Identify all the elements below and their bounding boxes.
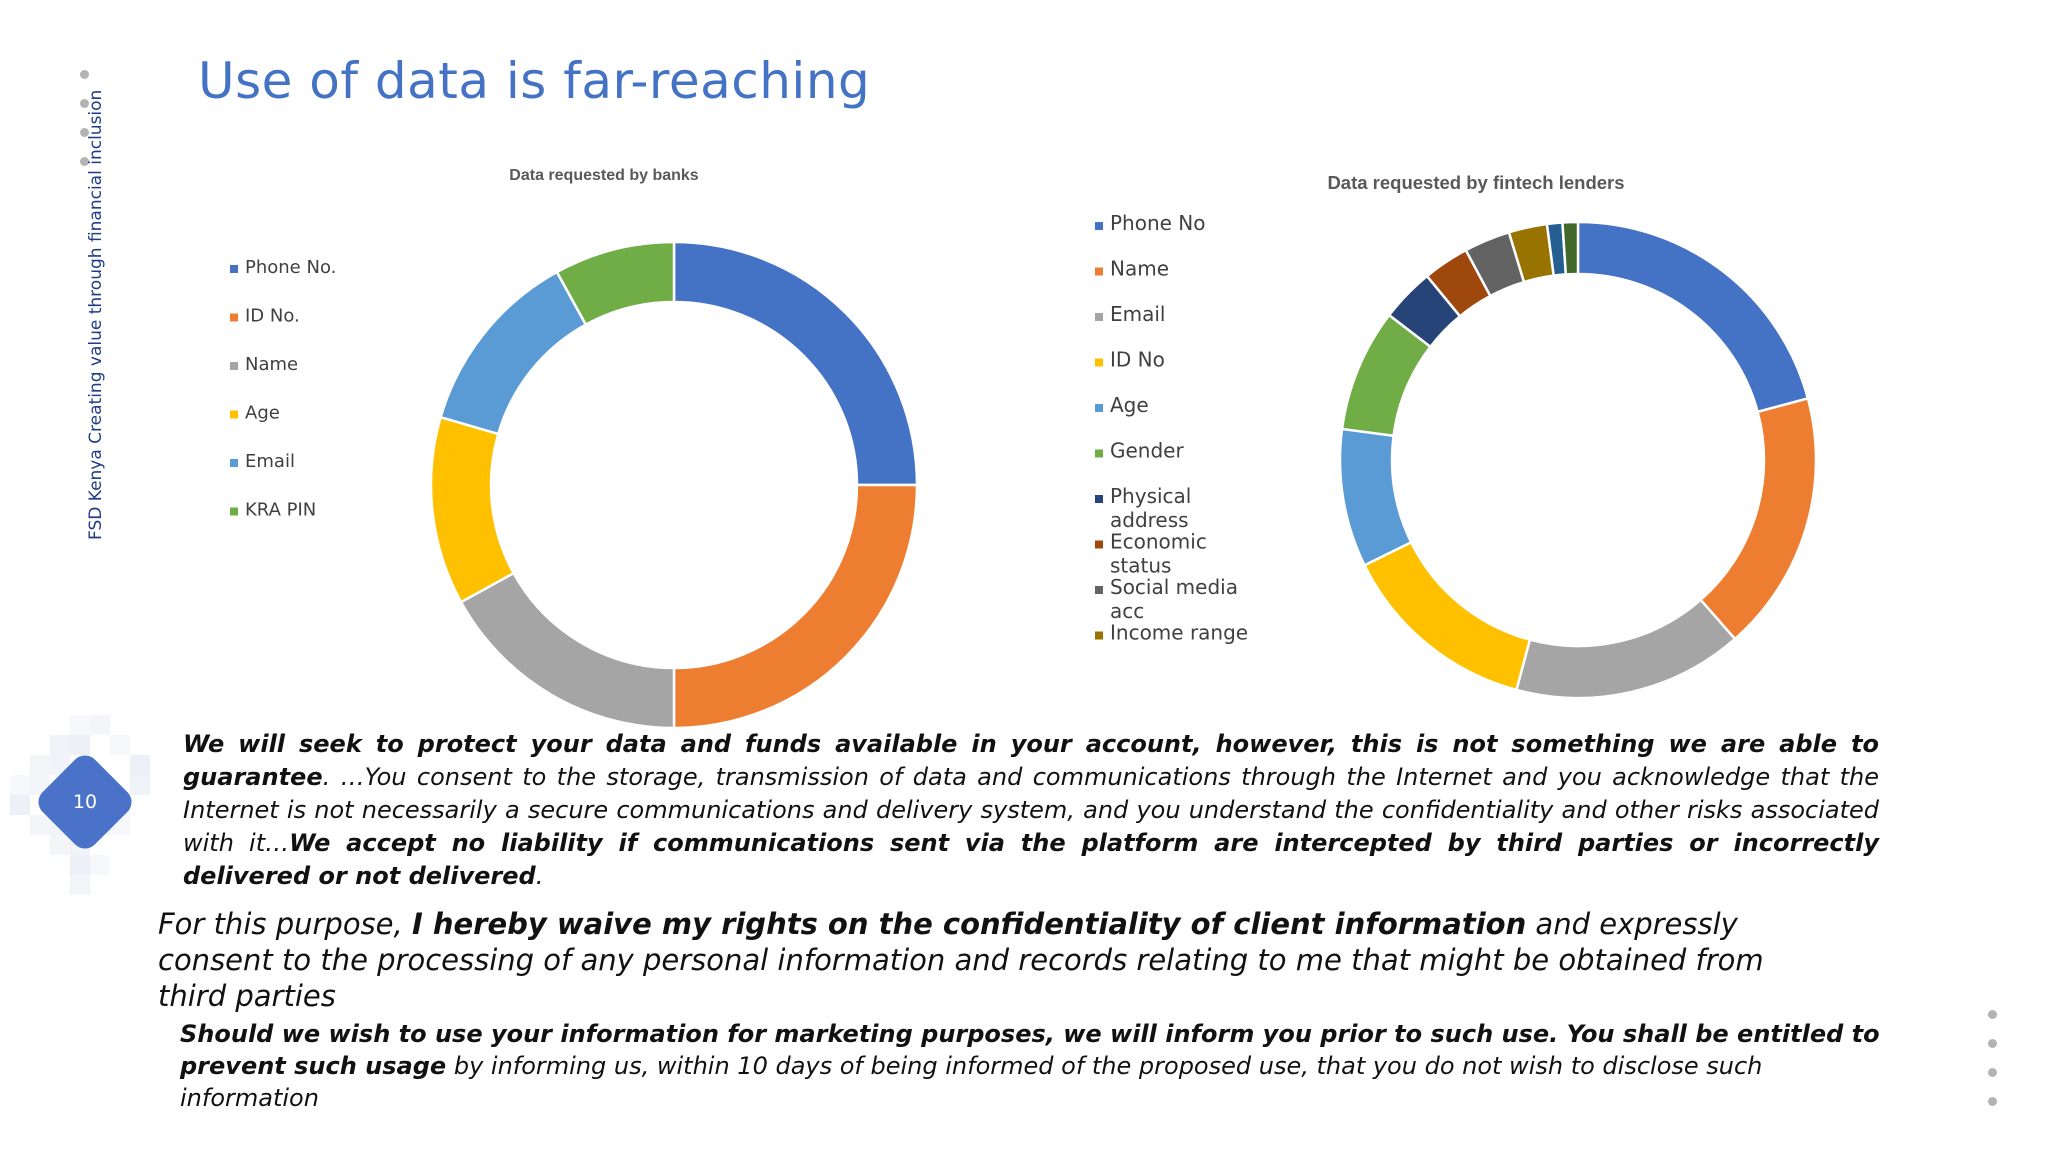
- legend-label: ID No: [1110, 348, 1165, 372]
- quote1-text-1: . …You consent to the storage, transmiss…: [183, 763, 1879, 857]
- legend-swatch: [1095, 631, 1103, 640]
- donut-slice: [672, 240, 919, 487]
- chart-title: Data requested by fintech lenders: [1327, 172, 1624, 193]
- legend-label: Email: [1110, 302, 1166, 326]
- legend-label: Email: [245, 451, 295, 472]
- donut-slice: [1362, 540, 1532, 692]
- legend-label: Social media acc: [1110, 575, 1238, 623]
- legend-swatch: [230, 410, 238, 419]
- quote2-bold-1: I hereby waive my rights on the confiden…: [411, 907, 1527, 941]
- legend-swatch: [1095, 313, 1103, 321]
- legend-swatch: [1095, 222, 1103, 230]
- legend-label: Phone No.: [245, 257, 336, 278]
- quote2-text-1: For this purpose,: [158, 907, 412, 941]
- quote1-text-2: .: [535, 862, 544, 890]
- legend-swatch: [1095, 404, 1103, 412]
- donut-chart-2: Data requested by fintech lenders Phone N…: [1095, 172, 1818, 700]
- donut-slice: [1561, 220, 1580, 276]
- quote2-text-2: and expressly consent to the processing …: [158, 907, 1764, 1013]
- legend-label: Age: [1110, 393, 1149, 417]
- legend-label: Name: [245, 354, 298, 375]
- terms-quote-3: Should we wish to use your information f…: [180, 1018, 1900, 1114]
- legend-label: Name: [1110, 257, 1169, 281]
- donut-slice: [459, 571, 676, 730]
- legend-label: KRA PIN: [245, 500, 316, 521]
- legend-swatch: [1095, 586, 1103, 594]
- donut-slice: [429, 415, 516, 604]
- donut-slice: [555, 240, 676, 327]
- legend-swatch: [230, 362, 238, 370]
- legend-label: Phone No: [1110, 211, 1206, 235]
- legend-swatch: [1095, 267, 1103, 276]
- legend-label: Gender: [1110, 439, 1184, 463]
- legend-label: Economic status: [1110, 530, 1207, 578]
- donut-slice: [1698, 396, 1818, 641]
- terms-quote-2: For this purpose, I hereby waive my righ…: [158, 906, 1798, 1014]
- quote1-bold-2: We accept no liability if communications…: [183, 829, 1880, 890]
- legend-swatch: [1095, 495, 1103, 503]
- donut-slice: [1576, 220, 1810, 414]
- slide-title: Use of data is far-reaching: [198, 52, 871, 110]
- legend-label: ID No.: [245, 306, 300, 327]
- legend-swatch: [230, 507, 238, 516]
- legend-swatch: [1095, 540, 1103, 549]
- terms-quote-1: We will seek to protect your data and fu…: [183, 728, 1879, 893]
- decorative-mosaic: [10, 715, 160, 905]
- chart-title: Data requested by banks: [509, 167, 699, 184]
- decorative-dots-bottom: [1988, 1010, 1997, 1126]
- donut-slice: [672, 483, 919, 730]
- legend-label: Income range: [1110, 621, 1248, 645]
- legend-swatch: [230, 265, 238, 273]
- legend-label: Age: [245, 403, 280, 424]
- legend-swatch: [230, 459, 238, 467]
- decorative-dots-top: [80, 70, 89, 186]
- quote3-bold-1: Should we wish to use your information f…: [180, 1020, 1880, 1080]
- donut-chart-1: Data requested by banks Phone No. ID No. Na…: [230, 167, 919, 730]
- legend-label: Physical address: [1110, 484, 1191, 532]
- donut-slice: [439, 270, 588, 436]
- legend-swatch: [230, 313, 238, 322]
- page-number: 10: [72, 791, 98, 813]
- quote3-text-1: by informing us, within 10 days of being…: [180, 1052, 1763, 1112]
- donut-slice: [1338, 427, 1413, 567]
- donut-slice: [1514, 598, 1737, 700]
- quote1-bold-1: We will seek to protect your data and fu…: [183, 730, 1879, 791]
- legend-swatch: [1095, 449, 1103, 458]
- legend-swatch: [1095, 358, 1103, 367]
